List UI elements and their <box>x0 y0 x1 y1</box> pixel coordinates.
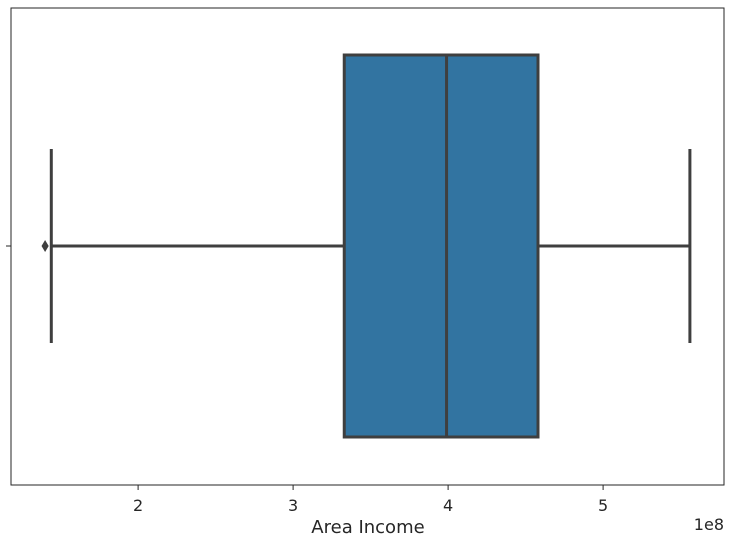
x-tick-label: 5 <box>598 496 608 515</box>
iqr-box <box>342 53 540 439</box>
x-axis-label: Area Income <box>311 517 424 538</box>
x-offset-label: 1e8 <box>694 515 724 534</box>
x-tick-label: 3 <box>288 496 298 515</box>
outlier-point <box>41 240 49 252</box>
x-tick-label: 4 <box>443 496 453 515</box>
x-tick-label: 2 <box>133 496 143 515</box>
